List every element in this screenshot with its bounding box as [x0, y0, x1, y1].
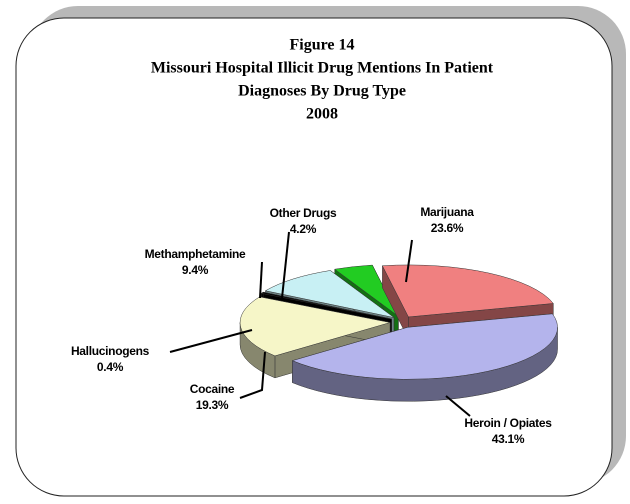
slice-value-label: 9.4%	[182, 263, 209, 277]
slice-value-label: 23.6%	[431, 221, 464, 235]
slice-label: Other Drugs	[270, 206, 337, 220]
leader-line	[169, 329, 253, 353]
slice	[291, 313, 558, 380]
slice-label: Marijuana	[420, 205, 474, 219]
slice-value-label: 0.4%	[97, 360, 124, 374]
leader-line	[281, 231, 290, 299]
slice	[382, 264, 554, 318]
slice-label: Hallucinogens	[71, 344, 150, 358]
chart-title: 2008	[306, 106, 338, 123]
slice-value-label: 19.3%	[196, 398, 229, 412]
leader-line	[259, 261, 263, 299]
chart-title: Diagnoses By Drug Type	[238, 83, 406, 100]
slice	[264, 270, 395, 318]
slice	[334, 264, 399, 317]
slice-label: Cocaine	[190, 382, 235, 396]
slice-value-label: 4.2%	[290, 222, 317, 236]
leader-line	[239, 351, 266, 399]
slice-label: Heroin / Opiates	[464, 416, 552, 430]
slice	[239, 296, 391, 357]
chart-title: Missouri Hospital Illicit Drug Mentions …	[151, 60, 494, 77]
slice-label: Methamphetamine	[145, 247, 246, 261]
chart-title: Figure 14	[289, 37, 354, 54]
leader-line	[405, 239, 413, 283]
leader-line	[445, 395, 471, 417]
slice-value-label: 43.1%	[492, 432, 525, 446]
